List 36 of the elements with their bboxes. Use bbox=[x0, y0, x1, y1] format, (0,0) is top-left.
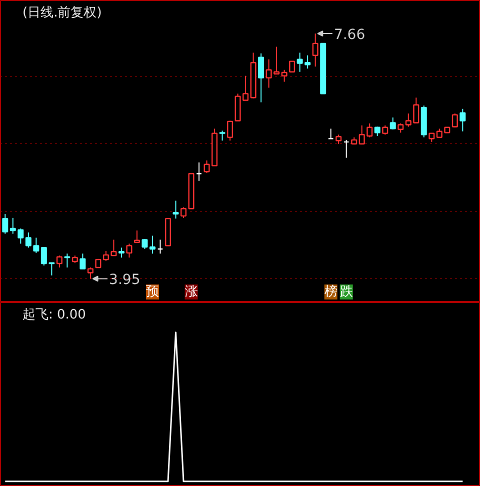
candlestick bbox=[258, 52, 264, 103]
candlestick bbox=[172, 200, 179, 220]
candlestick bbox=[126, 243, 132, 258]
annotation: 预 bbox=[146, 284, 159, 300]
candlestick bbox=[227, 120, 234, 142]
candlestick bbox=[56, 255, 62, 268]
candlestick bbox=[157, 239, 164, 254]
candlestick bbox=[460, 108, 466, 132]
candlestick bbox=[142, 238, 148, 250]
annotation: 榜 bbox=[324, 284, 338, 300]
candlestick bbox=[374, 126, 380, 136]
candlestick bbox=[80, 253, 86, 270]
candlestick bbox=[343, 139, 350, 158]
candlestick bbox=[312, 33, 318, 68]
candlestick bbox=[452, 113, 458, 128]
chart-title: 起飞: 0.00 bbox=[22, 308, 86, 322]
candlestick bbox=[134, 230, 140, 243]
candlestick bbox=[196, 162, 202, 182]
annotation: 7.66 bbox=[334, 27, 366, 44]
candlestick bbox=[118, 247, 124, 258]
chart-title: (日线.前复权) bbox=[22, 6, 102, 20]
candlestick bbox=[382, 124, 388, 136]
candlestick bbox=[390, 116, 396, 130]
candlestick bbox=[180, 206, 187, 218]
candlestick bbox=[2, 213, 8, 234]
candlestick bbox=[149, 235, 156, 254]
candlestick bbox=[219, 130, 226, 142]
candlestick bbox=[398, 122, 404, 134]
candlestick bbox=[281, 69, 288, 82]
candlestick bbox=[289, 60, 296, 72]
annotation: 涨 bbox=[184, 284, 198, 300]
annotation: 3.95 bbox=[109, 272, 140, 288]
candlestick bbox=[336, 134, 342, 144]
candlestick bbox=[87, 266, 94, 280]
annotation: 跌 bbox=[340, 284, 353, 300]
candlestick bbox=[328, 128, 334, 140]
